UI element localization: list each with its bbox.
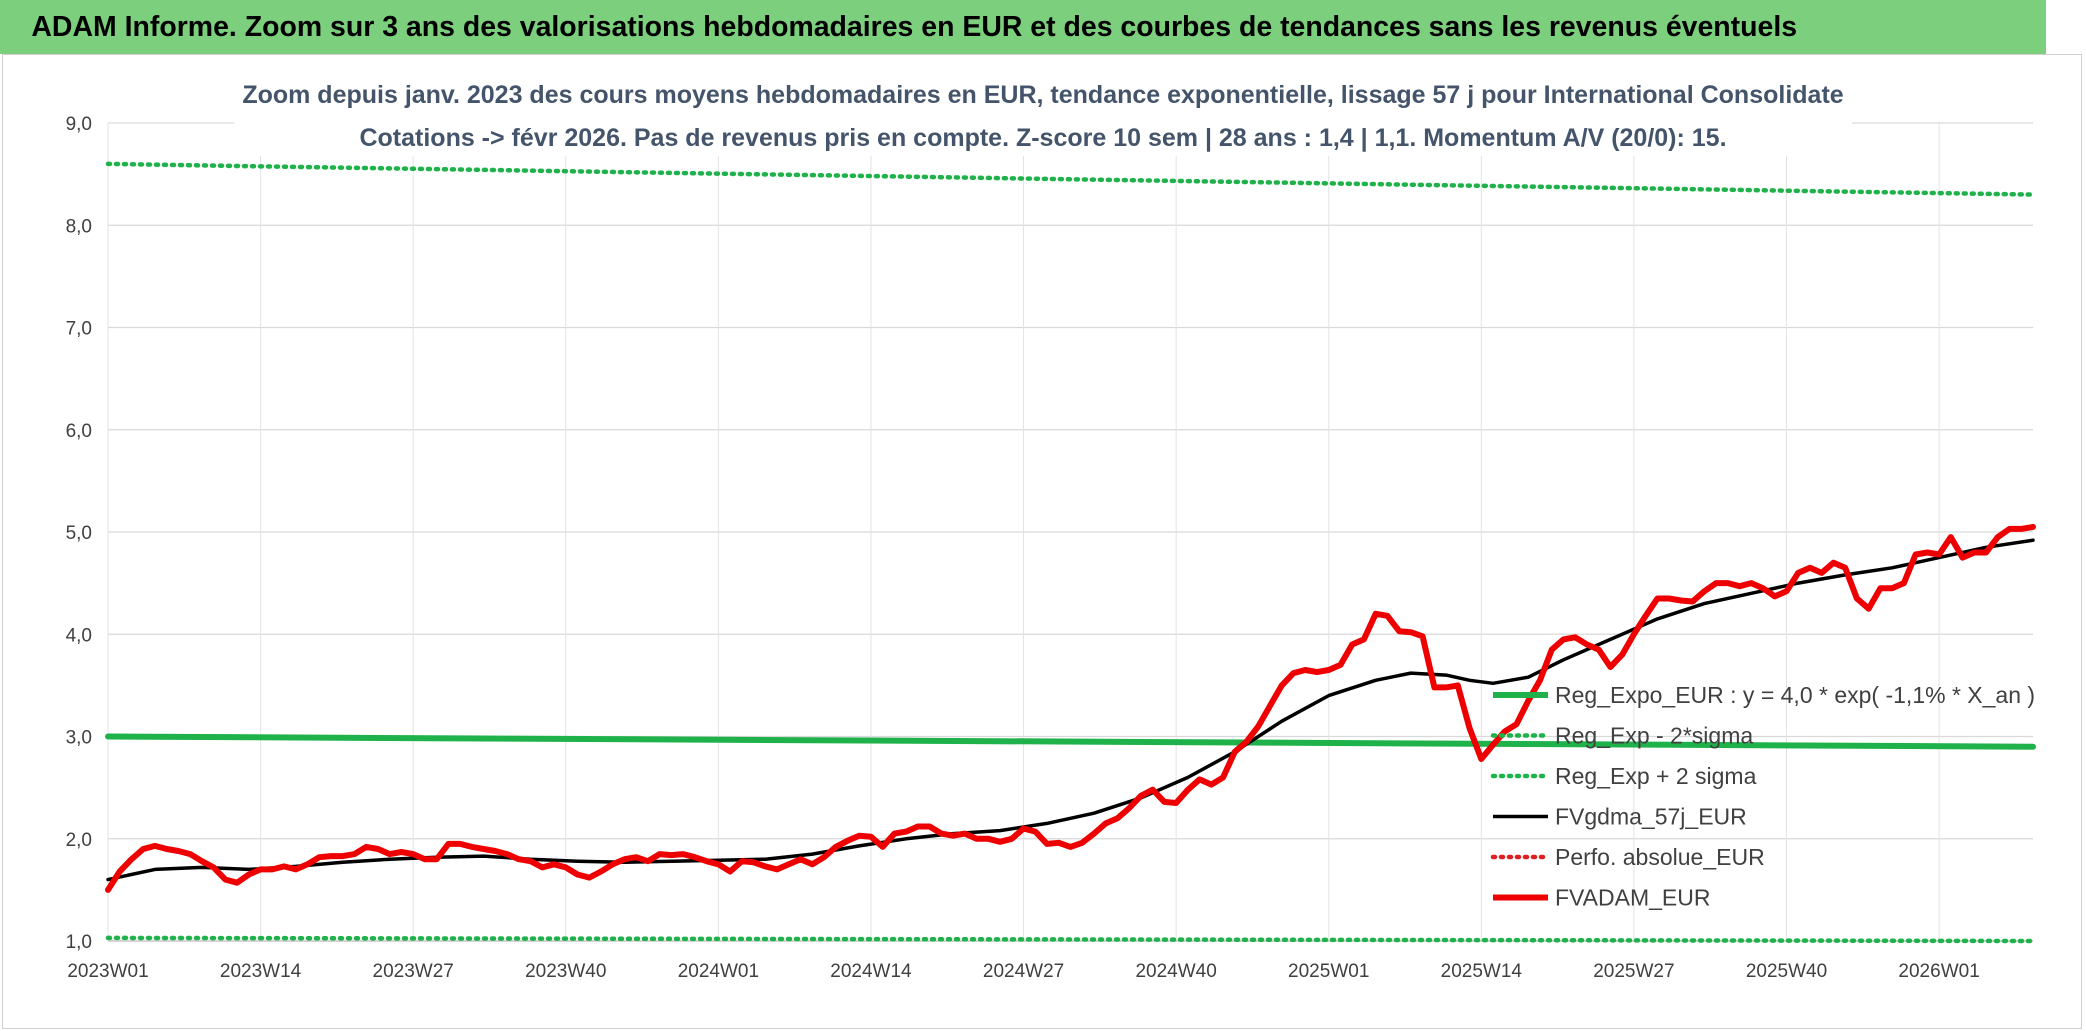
- x-axis-tick-labels: 2023W01 2023W14 2023W27 2023W40 2024W01 2024W…: [67, 961, 1979, 982]
- x-tick-label: 2023W14: [220, 961, 302, 982]
- legend: Reg_Expo_EUR : y = 4,0 * exp( -1,1% * X_…: [1490, 682, 2035, 911]
- legend-label: FVADAM_EUR: [1555, 885, 1711, 911]
- series-line-5: [105, 523, 2036, 893]
- y-tick-label: 7,0: [66, 319, 92, 340]
- y-tick-label: 1,0: [66, 932, 92, 953]
- chart-area: 1,0 2,0 3,0 4,0 5,0 6,0 7,0 8,0 9,0 2023W01 2023W…: [2, 54, 2082, 1029]
- y-tick-label: 9,0: [66, 114, 92, 135]
- x-tick-label: 2023W40: [525, 961, 606, 982]
- series-line-1: [105, 935, 2036, 944]
- x-tick-label: 2025W01: [1288, 961, 1369, 982]
- x-tick-label: 2024W14: [830, 961, 912, 982]
- y-tick-label: 3,0: [66, 728, 92, 749]
- y-axis-tick-labels: 1,0 2,0 3,0 4,0 5,0 6,0 7,0 8,0 9,0: [66, 114, 92, 953]
- series-line-2: [105, 161, 2036, 197]
- y-tick-label: 6,0: [66, 421, 92, 442]
- x-tick-label: 2025W27: [1593, 961, 1674, 982]
- y-tick-label: 5,0: [66, 523, 92, 544]
- x-tick-label: 2024W40: [1135, 961, 1216, 982]
- x-tick-label: 2023W01: [67, 961, 148, 982]
- chart-title-background: [234, 77, 1852, 156]
- series-layer: [105, 161, 2036, 944]
- series-line-3: [106, 538, 2035, 882]
- legend-label: Reg_Expo_EUR : y = 4,0 * exp( -1,1% * X_…: [1555, 682, 2035, 708]
- x-tick-label: 2024W27: [983, 961, 1064, 982]
- x-tick-label: 2024W01: [678, 961, 759, 982]
- x-tick-label: 2023W27: [373, 961, 454, 982]
- y-tick-label: 8,0: [66, 216, 92, 237]
- report-title: ADAM Informe. Zoom sur 3 ans des valoris…: [0, 0, 2046, 54]
- line-chart: 1,02,03,04,05,06,07,08,09,0 2023W01 2023W…: [66, 77, 2036, 982]
- legend-label: Reg_Exp + 2 sigma: [1555, 763, 1757, 789]
- y-tick-label: 4,0: [66, 625, 92, 646]
- legend-label: FVgdma_57j_EUR: [1555, 804, 1747, 830]
- chart-subtitle: Cotations -> févr 2026. Pas de revenus p…: [359, 124, 1726, 152]
- x-tick-label: 2025W14: [1441, 961, 1523, 982]
- x-tick-label: 2026W01: [1898, 961, 1979, 982]
- chart-title: Zoom depuis janv. 2023 des cours moyens …: [242, 81, 1843, 109]
- legend-label: Perfo. absolue_EUR: [1555, 844, 1765, 870]
- x-tick-label: 2025W40: [1746, 961, 1827, 982]
- legend-label: Reg_Exp - 2*sigma: [1555, 723, 1753, 749]
- y-tick-label: 2,0: [66, 830, 92, 851]
- series-line-0: [105, 733, 2036, 750]
